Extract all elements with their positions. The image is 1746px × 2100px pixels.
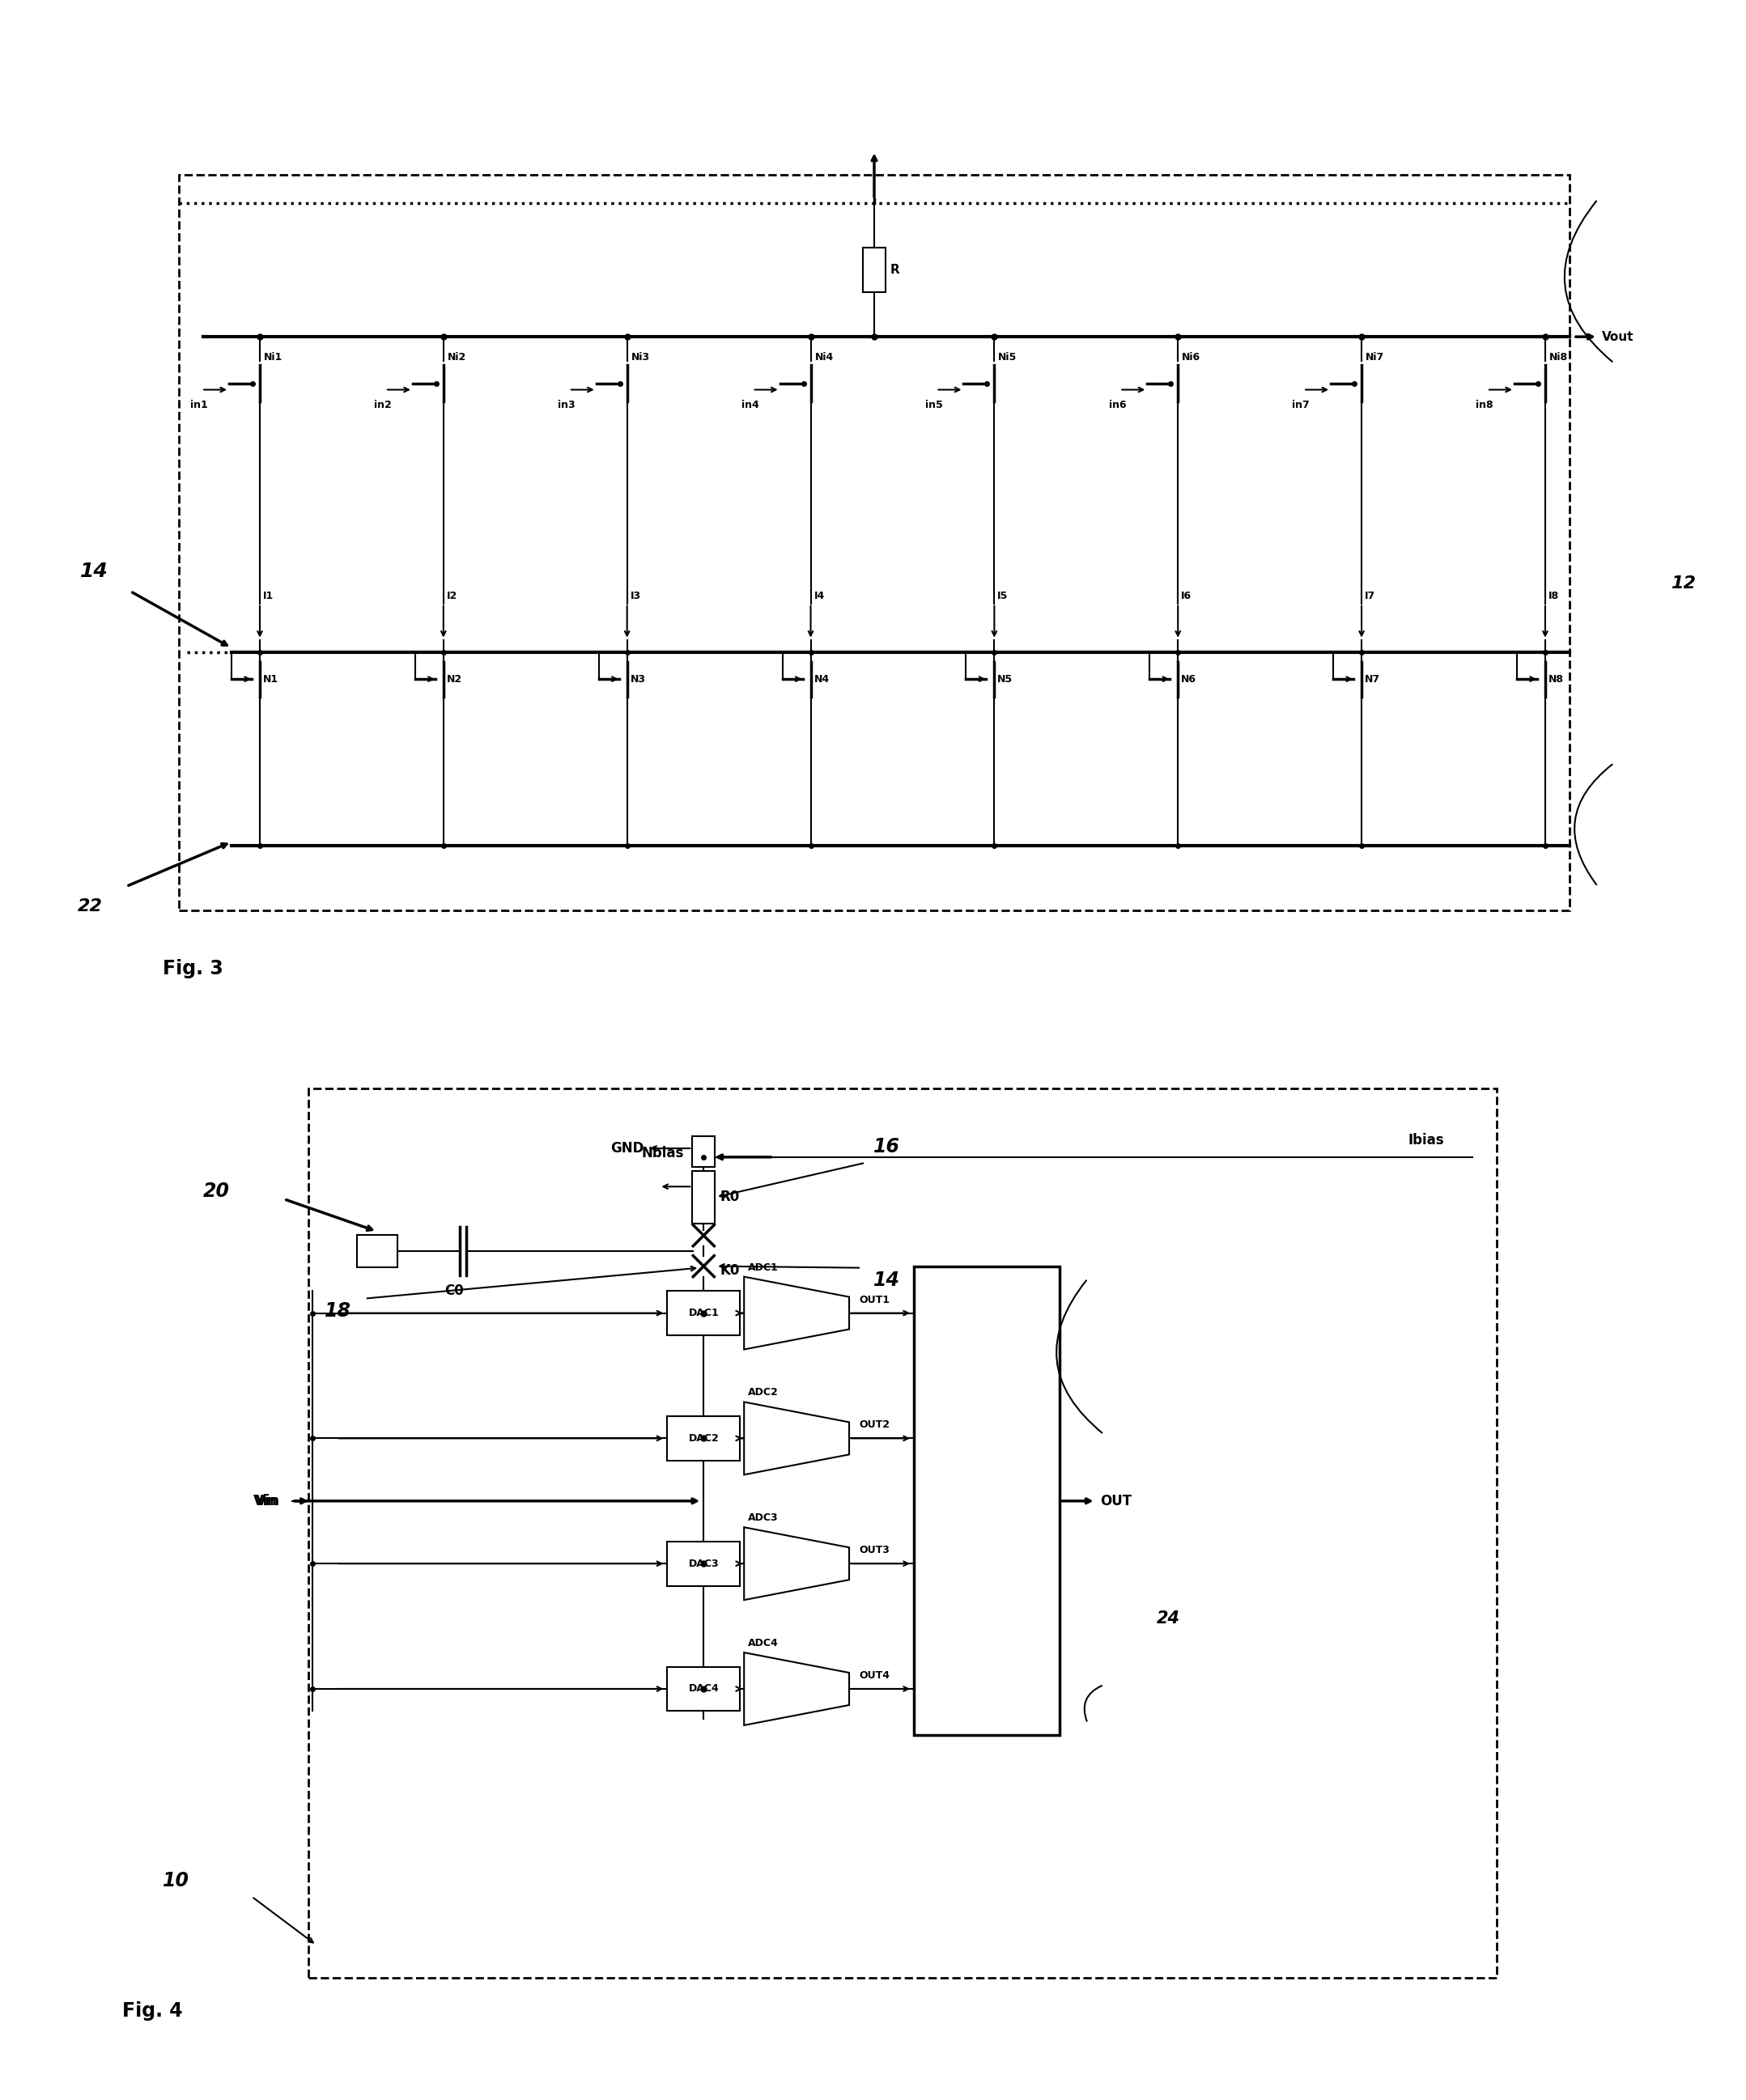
Bar: [356, 1235, 398, 1266]
Text: ADC2: ADC2: [747, 1388, 779, 1399]
Polygon shape: [744, 1403, 849, 1474]
Text: 18: 18: [325, 1300, 351, 1321]
Text: in7: in7: [1292, 399, 1310, 410]
Text: Ni5: Ni5: [999, 351, 1018, 361]
Text: R: R: [890, 265, 899, 277]
Text: in8: in8: [1475, 399, 1493, 410]
Text: in5: in5: [925, 399, 943, 410]
Text: Ni2: Ni2: [447, 351, 466, 361]
Text: Ni4: Ni4: [815, 351, 833, 361]
Text: Fig. 3: Fig. 3: [162, 960, 223, 979]
Polygon shape: [744, 1653, 849, 1726]
Text: Ni8: Ni8: [1549, 351, 1568, 361]
Text: I3: I3: [630, 590, 641, 601]
Text: 14: 14: [873, 1270, 901, 1289]
Bar: [693, 1136, 714, 1168]
Text: Nbias: Nbias: [643, 1147, 684, 1161]
Text: N2: N2: [447, 674, 463, 685]
Text: ADC1: ADC1: [747, 1262, 779, 1273]
Text: N6: N6: [1182, 674, 1196, 685]
Text: 20: 20: [203, 1182, 230, 1201]
Text: in1: in1: [190, 399, 208, 410]
Text: 10: 10: [162, 1871, 190, 1890]
Text: I8: I8: [1549, 590, 1559, 601]
Text: Ni7: Ni7: [1365, 351, 1385, 361]
Text: in2: in2: [374, 399, 391, 410]
Bar: [667, 1541, 740, 1586]
Text: Fig. 4: Fig. 4: [122, 2001, 183, 2020]
Bar: [309, 1088, 1496, 1978]
Text: N5: N5: [997, 674, 1013, 685]
Text: in4: in4: [742, 399, 760, 410]
Text: I5: I5: [997, 590, 1007, 601]
Bar: [180, 174, 1570, 911]
Text: DAC1: DAC1: [688, 1308, 719, 1319]
Polygon shape: [744, 1527, 849, 1600]
Text: 12: 12: [1671, 575, 1695, 592]
Text: DAC2: DAC2: [688, 1432, 719, 1443]
Polygon shape: [744, 1277, 849, 1350]
Text: I7: I7: [1365, 590, 1376, 601]
Bar: [863, 248, 885, 292]
Text: I1: I1: [264, 590, 274, 601]
Text: R0: R0: [719, 1191, 740, 1205]
Bar: [667, 1667, 740, 1712]
Text: N3: N3: [630, 674, 646, 685]
Text: N1: N1: [264, 674, 279, 685]
Text: Ibias: Ibias: [1407, 1132, 1444, 1147]
Text: Ni3: Ni3: [630, 351, 650, 361]
Text: I6: I6: [1182, 590, 1193, 601]
Bar: [693, 1172, 714, 1224]
Text: N8: N8: [1549, 674, 1564, 685]
Text: OUT: OUT: [1100, 1493, 1131, 1508]
Text: N7: N7: [1365, 674, 1381, 685]
Text: Ni6: Ni6: [1182, 351, 1201, 361]
Text: DAC3: DAC3: [688, 1558, 719, 1569]
Text: I4: I4: [814, 590, 824, 601]
Text: OUT4: OUT4: [859, 1670, 890, 1680]
Text: K0: K0: [719, 1262, 740, 1277]
Text: in6: in6: [1109, 399, 1126, 410]
Text: C0: C0: [443, 1283, 463, 1298]
Bar: [667, 1415, 740, 1462]
Text: DAC4: DAC4: [688, 1684, 719, 1695]
Text: 22: 22: [77, 899, 103, 916]
Text: 24: 24: [1156, 1611, 1180, 1625]
Text: OUT3: OUT3: [859, 1546, 889, 1556]
Bar: [913, 1266, 1060, 1735]
Text: GND: GND: [611, 1140, 644, 1155]
Text: 14: 14: [80, 561, 108, 582]
Text: Vin: Vin: [255, 1493, 279, 1508]
Text: Vout: Vout: [1601, 330, 1634, 342]
Text: Vin: Vin: [253, 1493, 278, 1508]
Text: ADC4: ADC4: [747, 1638, 779, 1649]
Text: I2: I2: [447, 590, 457, 601]
Text: in3: in3: [557, 399, 574, 410]
Text: Ni1: Ni1: [264, 351, 283, 361]
Text: OUT2: OUT2: [859, 1420, 890, 1430]
Text: OUT1: OUT1: [859, 1294, 890, 1304]
Text: N4: N4: [814, 674, 829, 685]
Text: ADC3: ADC3: [747, 1512, 779, 1522]
Text: 16: 16: [873, 1136, 901, 1157]
Bar: [667, 1292, 740, 1336]
